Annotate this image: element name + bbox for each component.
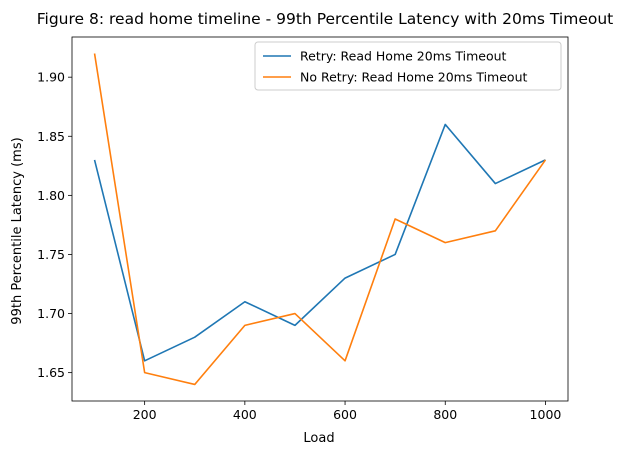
x-tick-label: 800	[433, 407, 457, 422]
legend-box	[254, 41, 562, 91]
y-tick-label: 1.70	[37, 306, 65, 321]
series-line-0	[93, 123, 546, 362]
x-tick-label: 400	[233, 407, 257, 422]
x-tick-label: 600	[333, 407, 357, 422]
y-tick-label: 1.85	[37, 129, 65, 144]
plot-frame	[71, 36, 569, 402]
series-line-1	[93, 53, 547, 386]
y-tick-label: 1.80	[37, 188, 65, 203]
legend-label-1: No Retry: Read Home 20ms Timeout	[300, 70, 527, 85]
chart-title: Figure 8: read home timeline - 99th Perc…	[37, 10, 614, 28]
x-tick-label: 200	[133, 407, 157, 422]
series-layer	[93, 53, 547, 386]
legend-label-0: Retry: Read Home 20ms Timeout	[300, 49, 507, 64]
y-tick-label: 1.75	[37, 247, 65, 262]
y-tick-label: 1.65	[37, 365, 65, 380]
x-tick-label: 1000	[530, 407, 562, 422]
x-axis-label: Load	[303, 431, 334, 446]
ticks-layer: 200 400 600 800 1000 1.65 1.70 1.75 1.80 1.85 1.90	[37, 70, 561, 422]
y-axis-label: 99th Percentile Latency (ms)	[10, 137, 25, 324]
y-tick-label: 1.90	[37, 70, 65, 85]
legend: Retry: Read Home 20ms Timeout No Retry: R…	[254, 41, 562, 91]
